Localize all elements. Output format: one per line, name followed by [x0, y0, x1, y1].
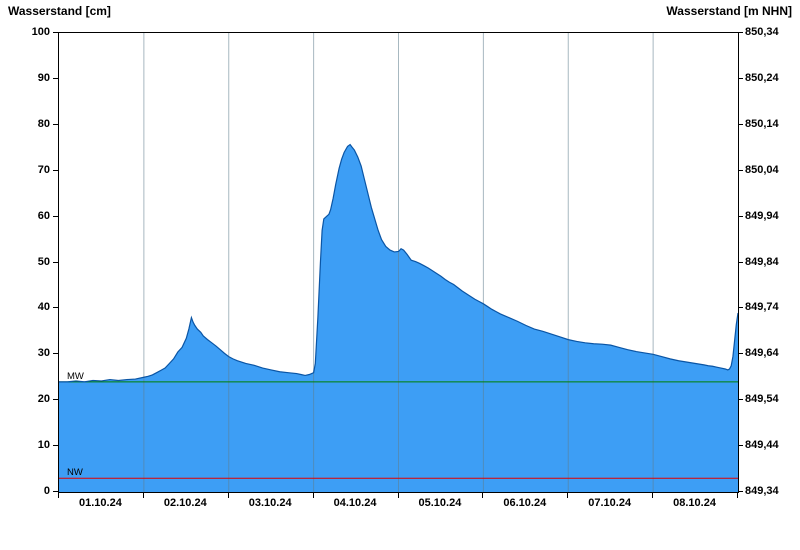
- bottom-tick-mark: [58, 493, 59, 498]
- bottom-tick-mark: [482, 493, 483, 498]
- right-tick-mark: [738, 170, 743, 171]
- left-tick-label: 80: [37, 117, 50, 130]
- x-tick-label: 01.10.24: [79, 497, 122, 509]
- right-tick-label: 849,54: [745, 393, 779, 406]
- bottom-tick-mark: [567, 493, 568, 498]
- right-tick-label: 850,34: [745, 26, 779, 38]
- left-tick-mark: [53, 216, 58, 217]
- right-tick-mark: [738, 399, 743, 400]
- left-tick-label: 70: [37, 163, 50, 176]
- plot-area: MW NW: [58, 32, 739, 493]
- x-tick-label: 03.10.24: [248, 497, 292, 509]
- left-tick-mark: [53, 78, 58, 79]
- x-tick-label: 08.10.24: [673, 497, 716, 509]
- bottom-tick-mark: [228, 493, 229, 498]
- left-tick-label: 20: [37, 393, 50, 406]
- right-tick-mark: [738, 216, 743, 217]
- left-tick-label: 60: [37, 209, 50, 222]
- hydrograph-svg: MW NW: [59, 33, 738, 492]
- right-tick-label: 849,94: [745, 209, 779, 222]
- left-tick-label: 30: [37, 347, 50, 360]
- right-tick-label: 850,04: [745, 163, 779, 176]
- x-tick-label: 04.10.24: [333, 497, 377, 509]
- nw-label: NW: [67, 467, 83, 478]
- left-tick-mark: [53, 32, 58, 33]
- left-tick-label: 50: [37, 255, 50, 268]
- right-tick-mark: [738, 78, 743, 79]
- left-tick-mark: [53, 353, 58, 354]
- x-tick-label: 02.10.24: [163, 497, 207, 509]
- right-tick-label: 849,84: [745, 255, 779, 268]
- bottom-tick-mark: [313, 493, 314, 498]
- water-level-line: [59, 143, 738, 383]
- left-tick-label: 40: [37, 301, 50, 314]
- left-tick-label: 10: [37, 439, 50, 452]
- left-tick-label: 0: [43, 485, 50, 497]
- right-tick-label: 849,74: [745, 301, 779, 314]
- bottom-tick-mark: [143, 493, 144, 498]
- left-tick-mark: [53, 307, 58, 308]
- left-tick-mark: [53, 262, 58, 263]
- left-tick-mark: [53, 445, 58, 446]
- right-axis-title: Wasserstand [m NHN]: [666, 4, 792, 18]
- x-tick-label: 07.10.24: [588, 497, 632, 509]
- x-tick-label: 05.10.24: [418, 497, 462, 509]
- bottom-tick-mark: [398, 493, 399, 498]
- right-tick-mark: [738, 262, 743, 263]
- right-tick-label: 849,64: [745, 347, 779, 360]
- left-tick-mark: [53, 170, 58, 171]
- left-tick-mark: [53, 491, 58, 492]
- mw-label: MW: [67, 371, 84, 382]
- left-tick-mark: [53, 399, 58, 400]
- right-tick-mark: [738, 307, 743, 308]
- right-tick-label: 850,14: [745, 117, 779, 130]
- left-tick-label: 100: [31, 26, 50, 38]
- bottom-tick-mark: [737, 493, 738, 498]
- left-tick-mark: [53, 124, 58, 125]
- left-tick-label: 90: [37, 71, 50, 84]
- right-tick-mark: [738, 124, 743, 125]
- right-tick-label: 849,44: [745, 439, 779, 452]
- right-tick-mark: [738, 445, 743, 446]
- x-tick-label: 06.10.24: [503, 497, 547, 509]
- right-tick-mark: [738, 491, 743, 492]
- right-tick-mark: [738, 32, 743, 33]
- right-tick-mark: [738, 353, 743, 354]
- right-tick-label: 849,34: [745, 485, 779, 497]
- left-axis-title: Wasserstand [cm]: [8, 4, 111, 18]
- bottom-tick-mark: [652, 493, 653, 498]
- right-tick-label: 850,24: [745, 71, 779, 84]
